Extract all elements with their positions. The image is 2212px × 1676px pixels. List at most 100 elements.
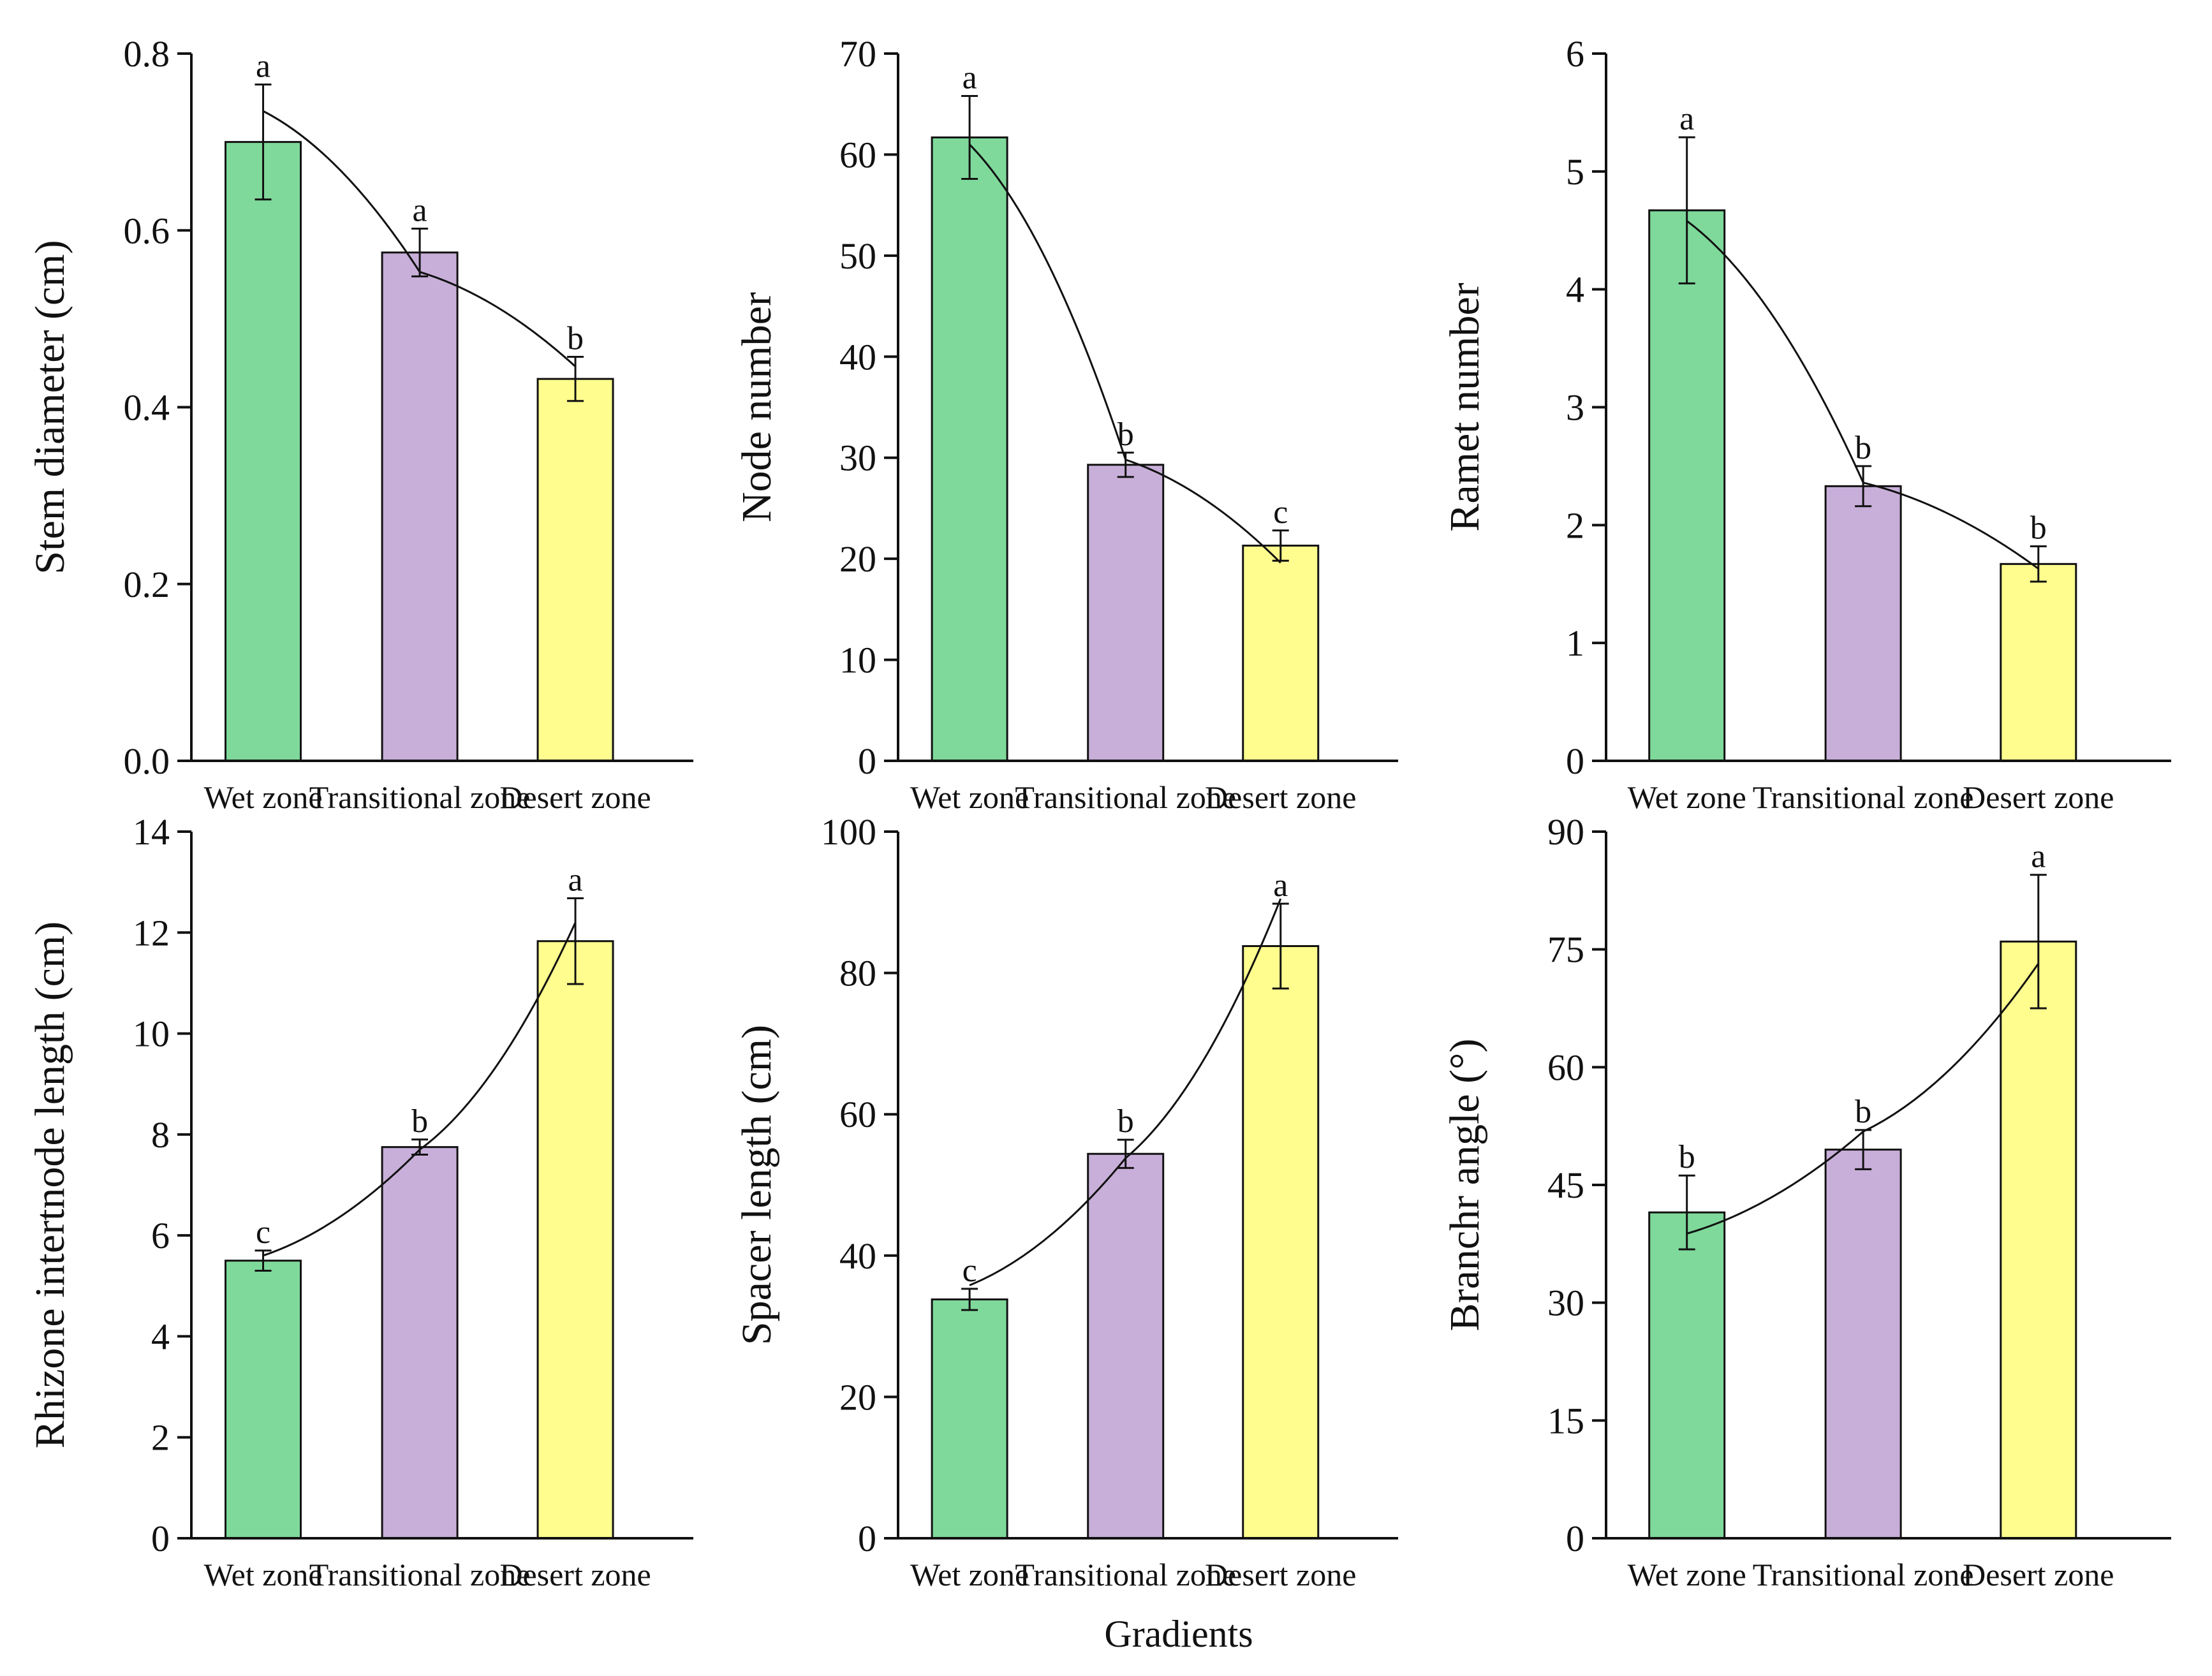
y-axis-title: Spacer length (cm) [734, 1025, 780, 1345]
bar-wet [931, 1298, 1008, 1540]
x-category-label: Desert zone [1205, 1557, 1356, 1592]
significance-letter: b [1117, 416, 1134, 453]
significance-letter: a [256, 48, 270, 85]
y-tick-label: 0 [858, 740, 876, 782]
x-category-label: Transitional zone [309, 779, 531, 815]
y-tick-label: 70 [839, 33, 876, 75]
y-tick-label: 4 [151, 1316, 170, 1357]
x-category-label: Wet zone [910, 779, 1029, 815]
y-tick-label: 60 [839, 1094, 876, 1135]
y-tick-label: 6 [1566, 33, 1584, 75]
bar-transitional [1824, 485, 1902, 762]
x-category-label: Desert zone [1205, 779, 1356, 815]
significance-letter: b [1679, 1139, 1695, 1175]
x-category-label: Transitional zone [309, 1557, 531, 1592]
y-tick-label: 30 [839, 437, 876, 479]
bar-wet [225, 141, 302, 762]
significance-letter: a [2031, 839, 2046, 875]
x-axis-global-title: Gradients [1104, 1613, 1253, 1655]
significance-letter: b [1117, 1103, 1134, 1140]
y-tick-label: 0 [1566, 1518, 1584, 1559]
y-axis-title: Branchr angle (°) [1441, 1039, 1488, 1332]
trend-curve [262, 110, 577, 367]
x-category-label: Desert zone [499, 779, 651, 815]
significance-letter: a [568, 862, 583, 898]
y-tick-label: 75 [1547, 929, 1584, 971]
y-tick-label: 50 [839, 235, 876, 277]
significance-letter: c [962, 1253, 977, 1289]
bar-desert [1242, 945, 1320, 1540]
trend-curve [263, 922, 577, 1257]
x-category-label: Wet zone [203, 1557, 322, 1592]
y-tick-label: 0 [151, 1518, 170, 1559]
y-tick-label: 0.6 [124, 210, 170, 251]
bar-transitional [1087, 1152, 1165, 1540]
significance-letter: c [1273, 494, 1288, 531]
x-category-label: Transitional zone [1753, 779, 1974, 815]
y-tick-label: 100 [821, 811, 876, 853]
chart-panel: b b a 0 15 30 45 60 75 90 Wet zone Transitional zon… [1441, 811, 2171, 1592]
y-axis-title: Rhizone intertnode length (cm) [27, 922, 73, 1449]
y-tick-label: 5 [1566, 151, 1584, 193]
y-tick-label: 0.0 [124, 740, 170, 782]
x-category-label: Desert zone [499, 1557, 651, 1592]
y-tick-label: 8 [151, 1114, 170, 1156]
bar-desert [536, 940, 614, 1540]
x-category-label: Wet zone [1628, 1557, 1746, 1592]
significance-letter: a [1273, 867, 1288, 904]
significance-letter: b [567, 320, 584, 357]
bar-wet [1648, 209, 1726, 762]
x-category-label: Wet zone [910, 1557, 1029, 1592]
y-tick-label: 2 [1566, 504, 1584, 546]
significance-letter: b [411, 1103, 428, 1140]
y-tick-label: 60 [1547, 1047, 1584, 1088]
significance-letter: a [413, 192, 427, 228]
y-tick-label: 0.8 [124, 33, 170, 75]
y-tick-label: 20 [839, 1376, 876, 1418]
y-tick-label: 3 [1566, 387, 1584, 429]
y-tick-label: 12 [133, 912, 170, 953]
x-category-label: Wet zone [1628, 779, 1746, 815]
y-tick-label: 80 [839, 953, 876, 994]
significance-letter: c [256, 1214, 270, 1251]
x-category-label: Transitional zone [1015, 779, 1236, 815]
y-tick-label: 14 [133, 811, 170, 853]
bar-desert [536, 378, 614, 762]
y-tick-label: 60 [839, 134, 876, 175]
bar-wet [931, 136, 1008, 762]
y-tick-label: 20 [839, 538, 876, 580]
x-category-label: Transitional zone [1015, 1557, 1236, 1592]
y-tick-label: 6 [151, 1215, 170, 1256]
y-tick-label: 90 [1547, 811, 1584, 853]
y-tick-label: 4 [1566, 269, 1584, 311]
bar-desert [2000, 562, 2077, 762]
bar-transitional [381, 1146, 459, 1540]
y-tick-label: 0.4 [124, 387, 170, 429]
chart-panel: a b b 0 1 2 3 4 5 6 Wet zone Transitional zoneDeser… [1441, 33, 2171, 815]
significance-letter: a [962, 60, 977, 96]
trend-curve [969, 143, 1281, 564]
y-axis-title: Stem diameter (cm) [27, 240, 73, 574]
y-tick-label: 0 [1566, 740, 1584, 782]
y-tick-label: 40 [839, 1235, 876, 1277]
significance-letter: b [1855, 1094, 1871, 1130]
bar-desert [2000, 940, 2077, 1540]
x-category-label: Wet zone [203, 779, 322, 815]
y-tick-label: 40 [839, 336, 876, 378]
significance-letter: b [2030, 510, 2047, 547]
bar-wet [1648, 1211, 1726, 1540]
significance-letter: a [1679, 101, 1694, 137]
trend-curve [1686, 962, 2040, 1235]
bar-wet [225, 1260, 302, 1540]
x-category-label: Transitional zone [1753, 1557, 1974, 1592]
x-category-label: Desert zone [1963, 1557, 2114, 1592]
y-tick-label: 45 [1547, 1165, 1584, 1206]
bar-desert [1242, 545, 1320, 762]
y-tick-label: 10 [133, 1013, 170, 1055]
